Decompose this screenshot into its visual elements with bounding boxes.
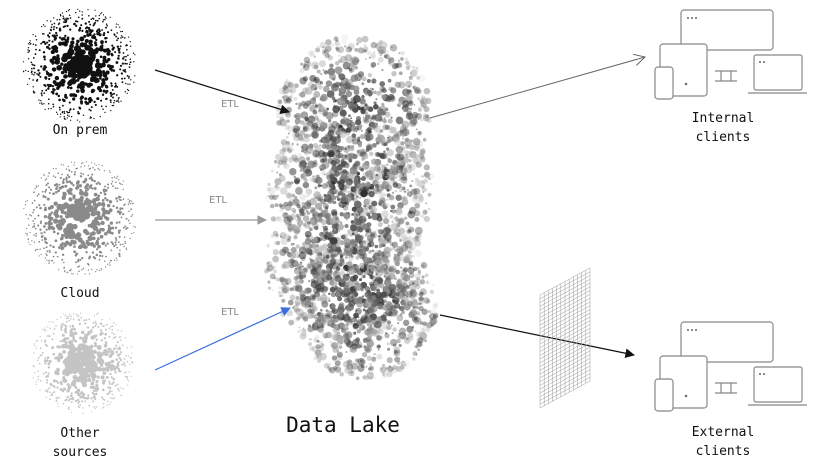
data-lake-label: Data Lake xyxy=(286,413,400,437)
arrow xyxy=(440,315,634,355)
etl-label: ETL xyxy=(221,307,239,318)
arrow xyxy=(430,57,645,118)
client-devices xyxy=(655,10,807,99)
etl-label: ETL xyxy=(221,99,239,110)
source-label: sources xyxy=(53,445,108,460)
client-devices xyxy=(655,322,807,411)
source-label: Other xyxy=(60,426,99,441)
dot-art xyxy=(23,9,439,414)
diagram: ETL ETL ETL On prem Cloud Other sources … xyxy=(0,0,815,461)
client-label: Internal xyxy=(692,111,755,126)
source-label: On prem xyxy=(53,123,108,138)
firewall-grid xyxy=(540,268,590,408)
etl-label: ETL xyxy=(209,195,227,206)
source-label: Cloud xyxy=(60,286,99,301)
client-label: External xyxy=(692,425,755,440)
client-label: clients xyxy=(696,130,751,145)
client-label: clients xyxy=(696,444,751,459)
